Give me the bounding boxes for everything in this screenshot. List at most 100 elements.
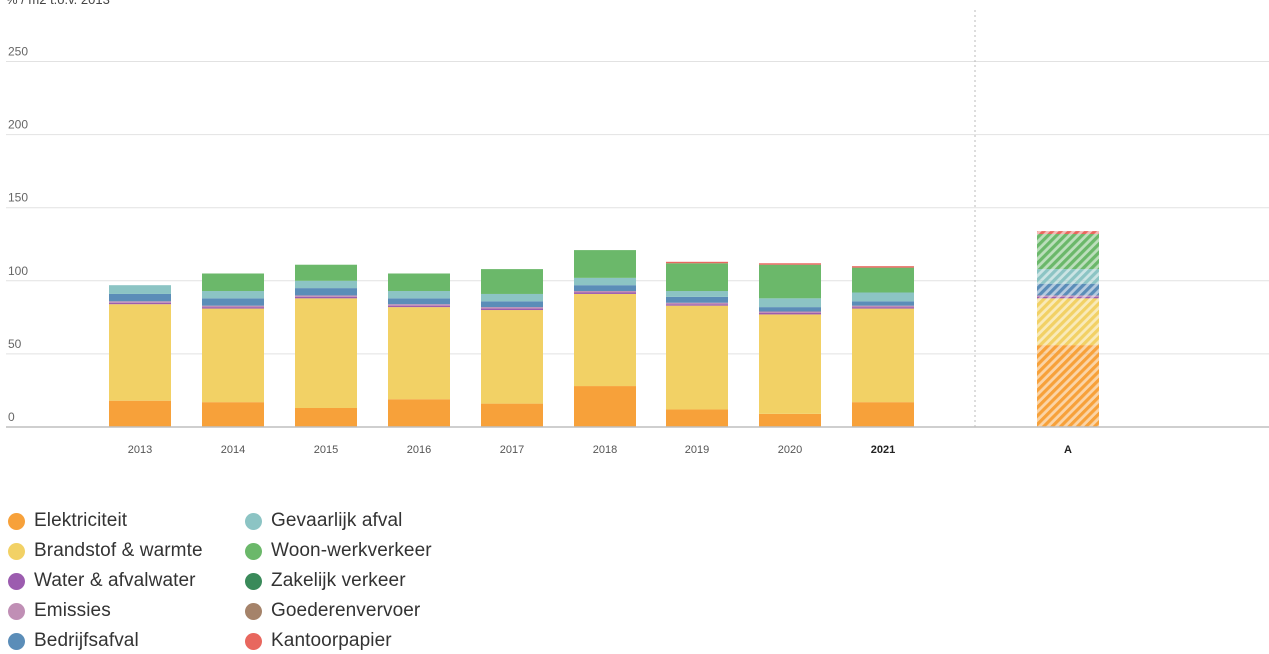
x-tick-label: 2013	[128, 444, 152, 456]
legend-item[interactable]: Woon-werkverkeer	[245, 538, 465, 564]
x-tick-label: 2021	[871, 444, 895, 456]
x-tick-label: 2016	[407, 444, 431, 456]
bar-segment-2016-6	[388, 273, 450, 292]
axes: % / m2 t.o.v. 2013 0 50 100 150 200 250 2013 201…	[6, 0, 1269, 456]
legend-label: Bedrijfsafval	[34, 630, 139, 651]
bar-segment-2014-6	[202, 273, 264, 292]
bar-segment-2020-6	[759, 264, 821, 299]
legend-swatch	[245, 512, 262, 530]
bar-segment-2020-1	[759, 314, 821, 414]
bar-segment-2018-3	[574, 291, 636, 293]
legend-label: Zakelijk verkeer	[271, 570, 406, 591]
y-axis-label: % / m2 t.o.v. 2013	[6, 0, 110, 7]
bar-segment-2017-5	[481, 293, 543, 302]
bar-segment-A-2	[1037, 296, 1099, 299]
bar-segment-2017-6	[481, 269, 543, 294]
legend-label: Gevaarlijk afval	[271, 510, 403, 531]
bar-segment-2015-6	[295, 264, 357, 281]
bar-segment-2019-0	[666, 409, 728, 427]
bar-segment-2019-6	[666, 263, 728, 292]
bar-segment-2019-5	[666, 291, 728, 297]
bar-segment-2016-2	[388, 305, 450, 308]
bar-segment-2013-1	[109, 304, 171, 401]
stacked-bar-chart: % / m2 t.o.v. 2013 0 50 100 150 200 250 2013 201…	[6, 0, 1269, 456]
bar-segment-2021-4	[852, 301, 914, 306]
bar-segment-2016-5	[388, 291, 450, 299]
legend-item[interactable]: Kantoorpapier	[245, 628, 465, 654]
legend-item[interactable]: Gevaarlijk afval	[245, 508, 465, 534]
legend-swatch	[8, 632, 25, 650]
bar-segment-A-4	[1037, 283, 1099, 296]
y-tick-label: 100	[8, 264, 28, 278]
bar-segment-2021-9	[852, 266, 914, 268]
bar-segment-2020-9	[759, 263, 821, 265]
bar-segment-2018-6	[574, 250, 636, 278]
x-tick-label: 2014	[221, 444, 245, 456]
bar-segment-A-9	[1037, 231, 1099, 235]
bar-segment-2014-3	[202, 305, 264, 308]
y-tick-label: 200	[8, 118, 28, 132]
bar-segment-2017-2	[481, 308, 543, 311]
bar-segment-2014-2	[202, 307, 264, 309]
legend: Elektriciteit Brandstof & warmte Water & a…	[8, 508, 468, 654]
bar-segment-2021-5	[852, 292, 914, 302]
bar-segment-2013-4	[109, 293, 171, 302]
bar-segment-2014-4	[202, 298, 264, 306]
bar-segment-2021-1	[852, 308, 914, 403]
legend-label: Woon-werkverkeer	[271, 540, 432, 561]
bar-segment-2013-2	[109, 302, 171, 305]
legend-swatch	[245, 572, 262, 590]
bar-segment-2016-1	[388, 307, 450, 400]
bar-segment-2020-4	[759, 307, 821, 312]
bar-segment-2015-4	[295, 288, 357, 296]
legend-label: Goederenvervoer	[271, 600, 421, 621]
legend-item[interactable]: Water & afvalwater	[8, 568, 245, 594]
legend-swatch	[8, 602, 25, 620]
bar-segment-2014-0	[202, 402, 264, 427]
bar-segment-2015-1	[295, 298, 357, 408]
y-tick-label: 0	[8, 410, 15, 424]
bar-segment-2020-5	[759, 298, 821, 308]
legend-item[interactable]: Goederenvervoer	[245, 598, 465, 624]
legend-label: Water & afvalwater	[34, 570, 196, 591]
bar-segment-2013-5	[109, 285, 171, 294]
y-tick-label: 50	[8, 337, 22, 351]
bar-segment-2019-1	[666, 305, 728, 410]
bar-segment-A-6	[1037, 234, 1099, 270]
legend-swatch	[245, 542, 262, 560]
bar-segment-2015-2	[295, 296, 357, 299]
bar-segment-2019-9	[666, 261, 728, 264]
bar-segment-A-5	[1037, 269, 1099, 284]
bar-segment-2016-4	[388, 298, 450, 305]
legend-swatch	[8, 512, 25, 530]
bar-segment-2013-0	[109, 400, 171, 427]
legend-item[interactable]: Brandstof & warmte	[8, 538, 245, 564]
bar-segment-2015-3	[295, 295, 357, 297]
bars	[109, 231, 1099, 427]
legend-item[interactable]: Emissies	[8, 598, 245, 624]
bar-segment-2018-0	[574, 386, 636, 427]
legend-item[interactable]: Zakelijk verkeer	[245, 568, 465, 594]
legend-item[interactable]: Elektriciteit	[8, 508, 245, 534]
bar-segment-2021-3	[852, 305, 914, 308]
bar-segment-2018-4	[574, 285, 636, 292]
bar-segment-2015-5	[295, 280, 357, 289]
x-tick-label: 2020	[778, 444, 802, 456]
y-tick-label: 150	[8, 191, 28, 205]
bar-segment-2021-2	[852, 307, 914, 309]
bar-segment-2019-2	[666, 304, 728, 306]
bar-segment-2018-5	[574, 277, 636, 286]
y-tick-label: 250	[8, 45, 28, 59]
x-tick-label: 2019	[685, 444, 709, 456]
legend-label: Kantoorpapier	[271, 630, 392, 651]
bar-segment-2018-2	[574, 292, 636, 294]
bar-segment-2020-3	[759, 311, 821, 313]
x-tick-label: 2017	[500, 444, 524, 456]
bar-segment-2017-1	[481, 310, 543, 404]
bar-segment-A-1	[1037, 298, 1099, 346]
bar-segment-2019-3	[666, 302, 728, 305]
bar-segment-A-0	[1037, 345, 1099, 427]
bar-segment-2017-3	[481, 307, 543, 309]
legend-item[interactable]: Bedrijfsafval	[8, 628, 245, 654]
bar-segment-2020-0	[759, 413, 821, 427]
